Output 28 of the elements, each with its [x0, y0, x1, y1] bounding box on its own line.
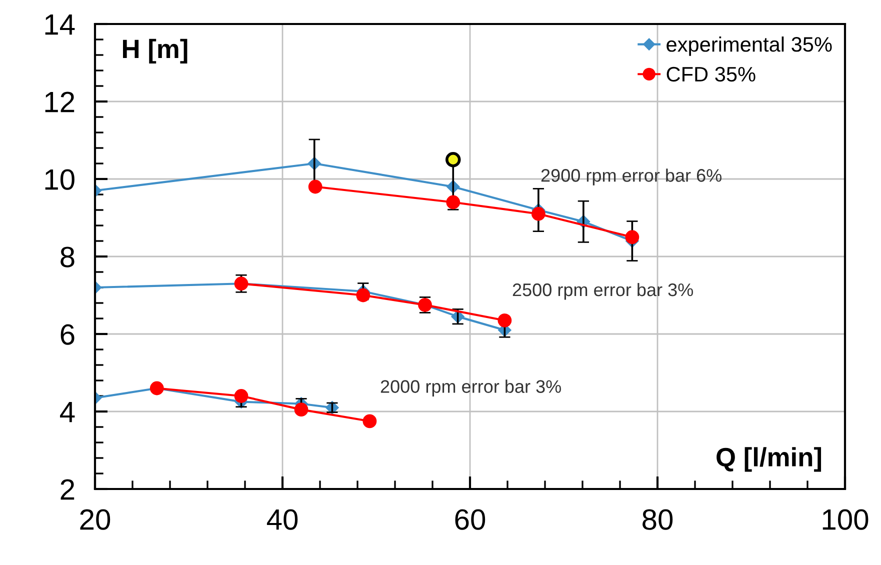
x-tick-label: 40: [266, 509, 298, 530]
point: [308, 180, 322, 194]
point: [356, 288, 370, 302]
point: [625, 230, 640, 244]
y-tick-label: 14: [45, 14, 75, 35]
y-tick-label: 6: [60, 324, 74, 345]
y-tick-label: 10: [45, 169, 74, 190]
point: [445, 152, 461, 168]
y-tick-label: 4: [60, 402, 75, 422]
legend-label: experimental 35%: [666, 36, 832, 56]
point: [498, 313, 512, 328]
legend-label: CFD 35%: [666, 66, 756, 82]
point: [446, 195, 460, 210]
annotation: 2900 rpm error bar 6%: [541, 168, 722, 186]
annotation: 2000 rpm error bar 3%: [380, 380, 561, 397]
x-tick-label: 80: [642, 509, 673, 530]
annotation: 2500 rpm error bar 3%: [512, 282, 693, 300]
y-tick-label: 8: [60, 246, 74, 268]
x-tick-label: 100: [822, 509, 868, 530]
y-tick-label: 2: [60, 479, 74, 500]
y-tick-label: 12: [45, 92, 74, 112]
point: [362, 414, 377, 428]
y-axis-title: H [m]: [123, 38, 188, 64]
x-tick-label: 20: [80, 509, 110, 530]
x-axis-title: Q [l/min]: [716, 447, 822, 472]
point: [531, 206, 546, 221]
x-tick-label: 60: [455, 509, 486, 530]
point: [294, 402, 308, 417]
